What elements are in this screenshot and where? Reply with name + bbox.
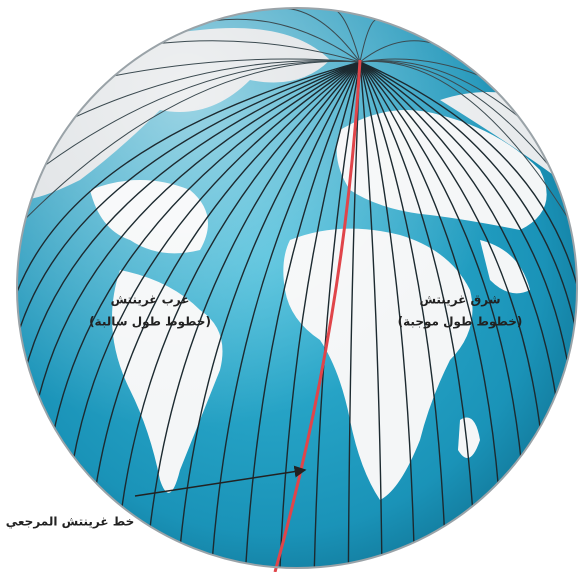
meridian xyxy=(211,61,361,561)
meridian-back xyxy=(25,60,361,219)
meridian xyxy=(52,61,361,437)
meridian xyxy=(359,61,500,491)
globe-outline xyxy=(16,7,578,569)
meridian xyxy=(359,61,383,561)
meridian xyxy=(359,61,474,514)
meridians xyxy=(17,8,577,568)
meridian-back xyxy=(359,60,549,166)
meridian xyxy=(279,61,361,568)
meridian xyxy=(17,61,361,307)
meridian-back xyxy=(359,60,569,219)
meridian xyxy=(359,61,571,374)
meridian xyxy=(179,61,361,549)
meridian xyxy=(17,61,361,341)
meridian xyxy=(23,61,361,374)
west-label: (خطوط طول سالبة) xyxy=(89,315,211,330)
west-label: غرب غرينتش xyxy=(111,293,190,307)
meridian-back xyxy=(75,60,361,118)
meridian xyxy=(120,61,361,514)
meridian-back xyxy=(45,60,361,166)
meridian xyxy=(148,61,361,533)
meridian xyxy=(359,61,542,437)
meridian xyxy=(359,61,446,533)
meridian-back xyxy=(114,58,361,77)
east-label: شرق غرينتش xyxy=(419,293,500,307)
meridian xyxy=(359,61,415,549)
meridian-back xyxy=(359,40,434,63)
meridian xyxy=(71,61,361,465)
meridian xyxy=(36,61,361,406)
meridian xyxy=(94,61,361,491)
meridian xyxy=(244,61,361,568)
meridian xyxy=(359,61,523,465)
arrow xyxy=(134,465,307,497)
meridian-back xyxy=(212,18,361,63)
meridian-back xyxy=(160,40,361,63)
prime-label: خط غرينتش المرجعي xyxy=(6,515,134,529)
meridian xyxy=(347,61,361,568)
east-label: (خطوط طول موجبة) xyxy=(398,315,523,330)
meridian-back xyxy=(359,58,480,77)
meridian xyxy=(313,61,361,568)
meridian xyxy=(359,61,577,341)
meridian xyxy=(359,61,577,307)
meridian xyxy=(359,61,558,406)
prime-meridian xyxy=(273,59,362,572)
